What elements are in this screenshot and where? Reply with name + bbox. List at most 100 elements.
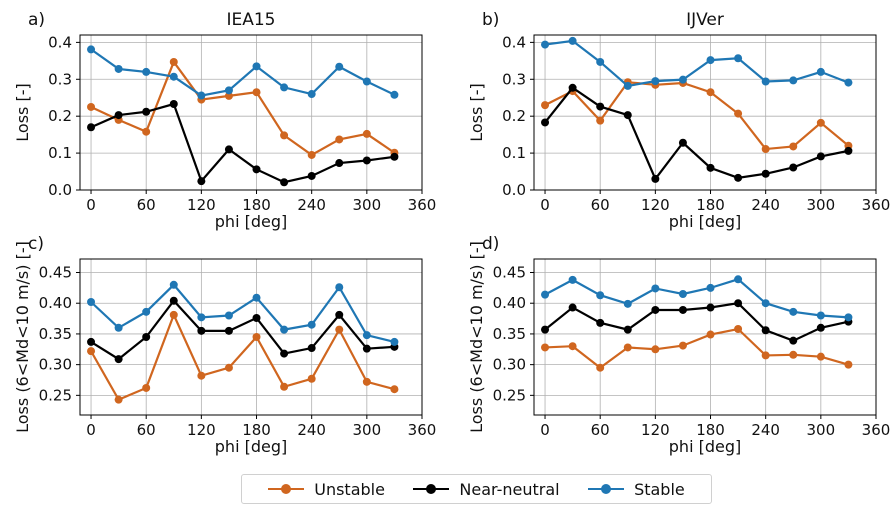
data-point [734, 325, 743, 334]
data-point [761, 351, 770, 360]
x-axis-label: phi [deg] [669, 437, 741, 456]
data-point [596, 318, 605, 327]
data-point [706, 163, 715, 172]
data-point [307, 150, 316, 159]
data-point [651, 345, 660, 354]
data-point [761, 169, 770, 178]
data-point [224, 311, 233, 320]
data-point [789, 76, 798, 85]
series-line-unstable [544, 327, 849, 370]
x-tick-label: 180 [696, 421, 725, 439]
series-line-stable [90, 283, 395, 343]
data-point [87, 102, 96, 111]
data-point [761, 145, 770, 154]
data-point [651, 174, 660, 183]
data-point [224, 91, 233, 100]
y-axis-label: Loss [-] [467, 83, 486, 141]
y-tick-label: 0.1 [502, 144, 526, 162]
data-point [362, 331, 371, 340]
legend-item-unstable: Unstable [268, 480, 385, 499]
data-point [623, 111, 632, 120]
x-tick-label: 360 [408, 196, 437, 214]
x-tick-label: 360 [862, 196, 891, 214]
legend-marker [281, 484, 292, 494]
legend-item-stable: Stable [588, 480, 685, 499]
x-tick-label: 120 [641, 421, 670, 439]
data-point [761, 299, 770, 308]
y-tick-label: 0.1 [48, 144, 72, 162]
data-point [362, 156, 371, 165]
series-line-near-neutral [544, 302, 849, 342]
y-tick-label: 0.4 [502, 33, 526, 51]
x-tick-label: 180 [696, 196, 725, 214]
data-point [706, 283, 715, 292]
y-tick-label: 0.30 [39, 356, 72, 374]
data-point [335, 135, 344, 144]
data-point [87, 337, 96, 346]
x-axis-label: phi [deg] [669, 212, 741, 231]
data-point [816, 67, 825, 76]
chart-panel-1: 0 60 120 180 240 300 360 0.0 0.1 0.2 0.3 0.4 phi [de… [13, 10, 436, 231]
data-point [114, 111, 123, 120]
data-point [224, 363, 233, 372]
x-tick-label: 60 [137, 196, 156, 214]
y-axis-label: Loss (6<Md<10 m/s) [-] [467, 241, 486, 433]
data-point [844, 78, 853, 87]
data-point [789, 350, 798, 359]
data-point [390, 337, 399, 346]
data-point [169, 100, 178, 109]
data-point [390, 152, 399, 161]
data-point [816, 118, 825, 127]
data-point [734, 173, 743, 182]
data-point [789, 307, 798, 316]
panel-title: IJVer [686, 10, 724, 30]
y-tick-label: 0.3 [502, 70, 526, 88]
x-tick-label: 240 [751, 421, 780, 439]
data-point [224, 326, 233, 335]
y-tick-label: 0.40 [39, 294, 72, 312]
y-axis-label: Loss [-] [13, 83, 32, 141]
data-point [844, 360, 853, 369]
x-tick-label: 60 [137, 421, 156, 439]
data-point [541, 343, 550, 352]
data-point [761, 77, 770, 86]
data-point [114, 64, 123, 73]
data-point [169, 296, 178, 305]
axes-frame [533, 34, 877, 191]
data-point [252, 88, 261, 97]
legend-label-near-neutral: Near-neutral [459, 479, 560, 499]
data-point [651, 77, 660, 86]
data-point [280, 382, 289, 391]
data-point [789, 336, 798, 345]
data-point [252, 313, 261, 322]
y-tick-label: 0.30 [493, 356, 526, 374]
data-point [142, 127, 151, 136]
data-point [651, 305, 660, 314]
data-point [362, 344, 371, 353]
data-point [816, 152, 825, 161]
x-tick-label: 120 [187, 196, 216, 214]
data-point [706, 330, 715, 339]
legend-swatch-near-neutral [413, 483, 450, 495]
data-point [169, 310, 178, 319]
panel-label: c) [28, 234, 44, 254]
data-point [816, 323, 825, 332]
y-tick-label: 0.45 [493, 264, 526, 282]
data-point [87, 347, 96, 356]
y-tick-label: 0.3 [48, 70, 72, 88]
data-point [623, 325, 632, 334]
series-line-near-neutral [90, 102, 395, 184]
y-tick-label: 0.0 [48, 181, 72, 199]
data-point [335, 159, 344, 168]
data-point [197, 326, 206, 335]
y-tick-label: 0.40 [493, 294, 526, 312]
data-point [197, 177, 206, 186]
data-point [390, 90, 399, 99]
y-tick-label: 0.35 [39, 325, 72, 343]
chart-panel-4: 0 60 120 180 240 300 360 0.25 0.30 0.35 0.40 0.45 ph… [467, 234, 890, 456]
y-tick-label: 0.2 [48, 107, 72, 125]
x-tick-label: 60 [591, 196, 610, 214]
data-point [568, 36, 577, 45]
legend-swatch-stable [588, 483, 625, 495]
data-point [280, 325, 289, 334]
